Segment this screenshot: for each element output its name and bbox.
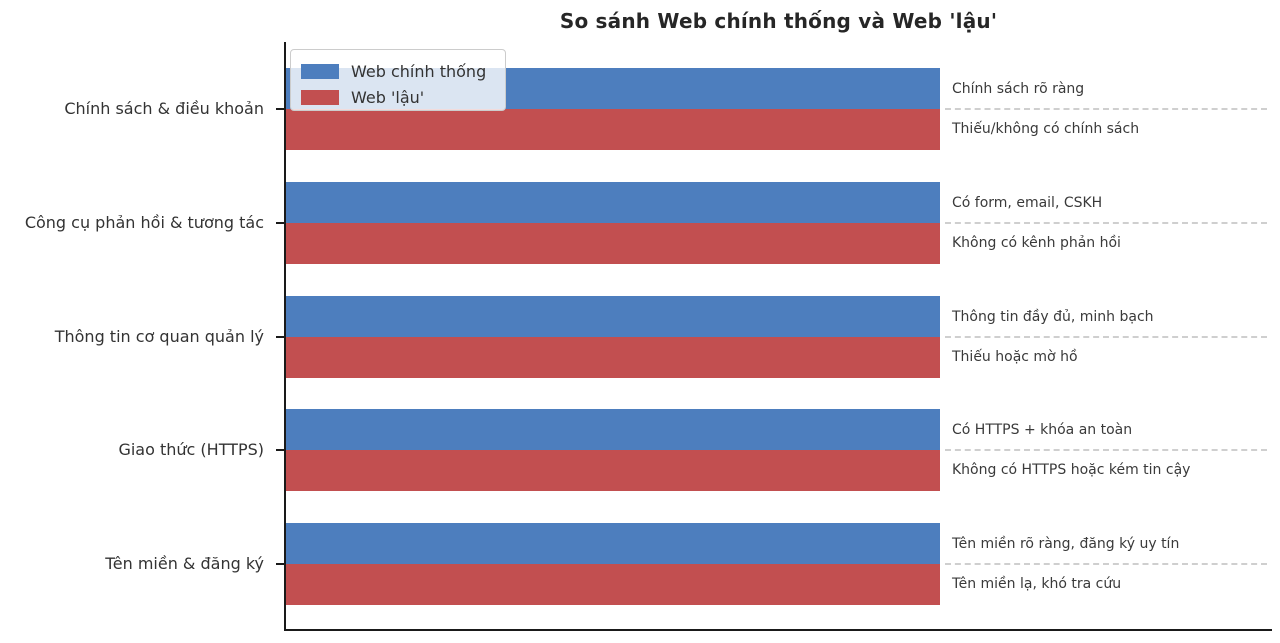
category-label: Tên miền & đăng ký <box>105 554 264 573</box>
category-label: Chính sách & điều khoản <box>64 99 264 118</box>
chart-title: So sánh Web chính thống và Web 'lậu' <box>559 9 998 33</box>
annotation-official: Chính sách rõ ràng <box>952 81 1085 97</box>
bar-pirate <box>286 223 940 264</box>
y-axis-spine <box>284 42 286 631</box>
annotation-pirate: Thiếu/không có chính sách <box>952 121 1140 137</box>
y-axis-tick <box>276 222 284 224</box>
category-label: Thông tin cơ quan quản lý <box>54 326 264 346</box>
bar-pirate <box>286 564 940 605</box>
bar-pirate <box>286 109 940 150</box>
bar-official <box>286 409 940 450</box>
legend-label-pirate: Web 'lậu' <box>351 87 425 107</box>
bar-official <box>286 295 940 337</box>
annotation-official: Tên miền rõ ràng, đăng ký uy tín <box>952 536 1180 552</box>
separator-dashed-line <box>945 335 1267 338</box>
y-axis-tick <box>276 563 284 565</box>
legend-label-official: Web chính thống <box>351 61 487 81</box>
separator-dashed-line <box>945 222 1267 224</box>
separator-dashed-line <box>945 108 1267 110</box>
annotation-pirate: Không có HTTPS hoặc kém tin cậy <box>952 462 1191 478</box>
annotation-official: Thông tin đầy đủ, minh bạch <box>952 308 1154 325</box>
x-axis-spine <box>284 629 1272 631</box>
annotation-pirate: Tên miền lạ, khó tra cứu <box>952 576 1122 592</box>
category-label: Công cụ phản hồi & tương tác <box>24 213 264 232</box>
y-axis-tick <box>276 449 284 451</box>
annotation-pirate: Thiếu hoặc mờ hồ <box>952 348 1078 365</box>
legend: Web chính thống Web 'lậu' <box>290 49 506 111</box>
bar-pirate <box>286 450 940 491</box>
bar-official <box>286 182 940 223</box>
annotation-official: Có HTTPS + khóa an toàn <box>952 422 1133 438</box>
annotation-pirate: Không có kênh phản hồi <box>952 235 1121 251</box>
bar-official <box>286 523 940 564</box>
separator-dashed-line <box>945 449 1267 451</box>
y-axis-tick <box>276 335 284 338</box>
annotation-official: Có form, email, CSKH <box>952 195 1103 211</box>
y-axis-tick <box>276 108 284 110</box>
bar-pirate <box>286 336 940 378</box>
legend-swatch-official <box>301 63 339 79</box>
separator-dashed-line <box>945 563 1267 565</box>
legend-swatch-pirate <box>301 89 339 105</box>
legend-entry-official: Web chính thống <box>301 59 495 83</box>
legend-entry-pirate: Web 'lậu' <box>301 85 495 109</box>
category-label: Giao thức (HTTPS) <box>118 440 264 459</box>
